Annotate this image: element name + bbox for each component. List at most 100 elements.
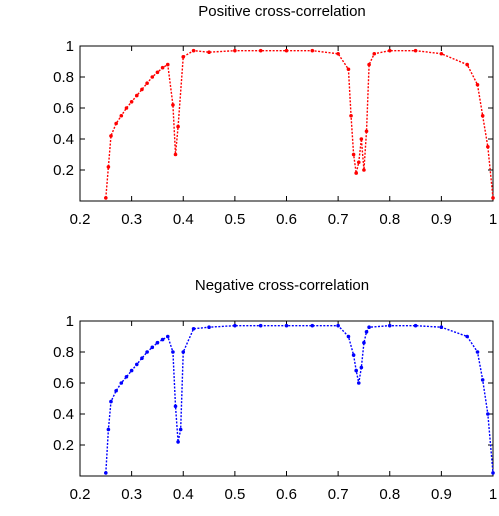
data-point	[354, 368, 358, 373]
chart-title: Negative cross-correlation	[195, 277, 369, 294]
data-point	[364, 330, 369, 334]
data-point	[491, 471, 495, 475]
data-point	[129, 368, 134, 373]
x-tick-label: 0.6	[276, 211, 297, 228]
x-tick-label: 0.7	[328, 486, 349, 503]
data-point	[486, 412, 490, 416]
data-point	[114, 388, 118, 393]
data-point	[181, 55, 186, 59]
data-point	[349, 113, 353, 118]
data-point	[233, 323, 237, 328]
data-point	[475, 350, 480, 354]
data-point	[413, 323, 418, 328]
data-point	[171, 350, 175, 354]
data-point	[145, 81, 149, 85]
data-point	[362, 340, 366, 345]
plot-frame	[79, 320, 494, 477]
data-point	[475, 82, 480, 87]
plot-area: 0.2 0.3 0.4 0.5 0.6 0.7 0.8 0.9 1 0.2 0.4 0.6 0.8 1	[53, 38, 497, 228]
data-point	[258, 323, 263, 328]
data-point	[178, 427, 183, 432]
data-point	[351, 353, 356, 357]
data-point	[346, 67, 351, 72]
data-point	[176, 124, 180, 129]
data-point	[465, 334, 469, 339]
x-tick-label: 0.6	[276, 486, 297, 503]
data-point	[145, 350, 149, 354]
data-point	[336, 323, 340, 328]
data-point	[150, 75, 155, 79]
x-tick-label: 0.9	[431, 486, 452, 503]
data-point	[367, 325, 371, 330]
plot-frame	[79, 45, 494, 202]
data-point	[233, 48, 237, 53]
data-point	[119, 381, 124, 385]
data-point	[160, 337, 165, 342]
chart-positive-cross-correlation: Positive cross-correlation 0.2 0.3 0.4 0.5 0…	[53, 3, 497, 228]
data-point	[129, 100, 134, 104]
y-tick-label: 0.4	[53, 131, 74, 148]
data-point	[106, 165, 111, 169]
x-tick-label: 0.5	[224, 486, 245, 503]
data-point	[356, 381, 361, 385]
data-point	[351, 152, 356, 157]
data-point	[284, 323, 289, 328]
data-point	[165, 334, 170, 339]
series-line	[105, 324, 494, 473]
data-point	[191, 326, 196, 331]
x-tick-label: 1	[489, 486, 497, 503]
plot-area: 0.2 0.3 0.4 0.5 0.6 0.7 0.8 0.9 1 0.2 0.4 0.6 0.8 1	[53, 313, 497, 503]
data-point	[387, 323, 392, 328]
data-point	[356, 160, 361, 165]
data-point	[134, 362, 139, 367]
x-tick-label: 0.2	[70, 486, 91, 503]
data-point	[160, 65, 165, 70]
chart-title: Positive cross-correlation	[198, 3, 366, 20]
data-point	[140, 87, 144, 92]
data-point	[176, 440, 180, 444]
y-tick-label: 0.2	[53, 162, 74, 179]
data-point	[134, 93, 139, 98]
data-point	[284, 48, 289, 53]
data-point	[310, 48, 315, 53]
data-point	[364, 129, 369, 134]
data-point	[258, 48, 263, 53]
data-point	[387, 48, 392, 53]
x-tick-label: 0.3	[121, 211, 142, 228]
x-tick-label: 1	[489, 211, 497, 228]
x-tick-label: 0.5	[224, 211, 245, 228]
y-tick-label: 0.6	[53, 100, 74, 117]
data-point	[439, 325, 444, 330]
x-tick-label: 0.3	[121, 486, 142, 503]
x-tick-label: 0.4	[173, 211, 194, 228]
chart-negative-cross-correlation: Negative cross-correlation 0.2 0.3 0.4 0.5 0…	[53, 277, 497, 503]
data-point	[346, 334, 351, 339]
data-point	[104, 196, 108, 200]
x-tick-label: 0.4	[173, 486, 194, 503]
data-point	[191, 48, 196, 53]
x-tick-label: 0.8	[379, 486, 400, 503]
data-point	[109, 134, 113, 138]
data-point	[486, 144, 490, 149]
data-point	[124, 375, 129, 379]
data-point	[173, 152, 178, 157]
data-point	[480, 113, 485, 118]
y-tick-label: 1	[66, 38, 74, 55]
data-point	[207, 325, 211, 330]
data-point	[150, 345, 155, 350]
data-point	[439, 51, 444, 56]
series-line	[105, 49, 494, 198]
data-point	[124, 106, 129, 110]
y-tick-label: 1	[66, 313, 74, 330]
data-point	[155, 340, 160, 345]
data-point	[119, 113, 124, 118]
x-tick-label: 0.7	[328, 211, 349, 228]
data-point	[207, 50, 211, 54]
data-point	[140, 356, 144, 361]
data-point	[354, 171, 358, 175]
data-point	[171, 103, 175, 107]
data-point	[310, 323, 315, 328]
data-point	[465, 62, 469, 67]
data-point	[491, 196, 495, 200]
